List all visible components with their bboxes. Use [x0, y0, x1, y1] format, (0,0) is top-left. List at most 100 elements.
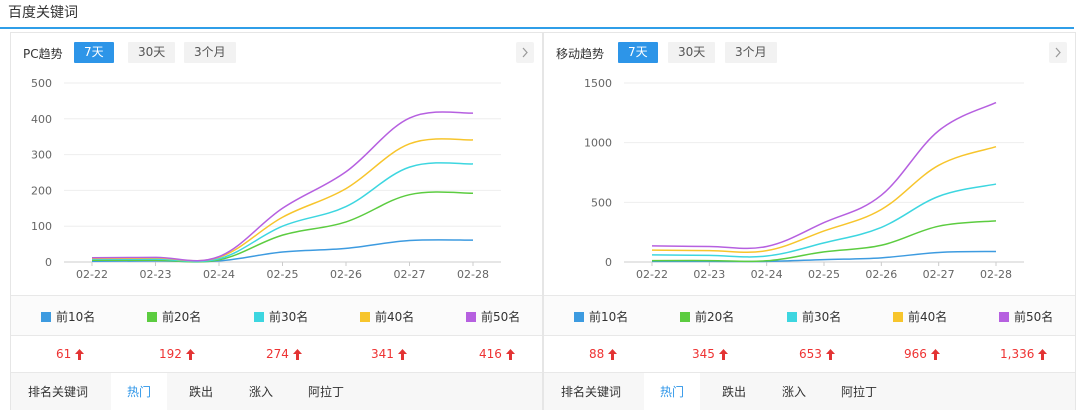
value-top10: 61 — [56, 347, 85, 361]
x-tick-label: 02-28 — [980, 268, 1012, 281]
value-text: 192 — [159, 347, 182, 361]
legend-item-top10[interactable]: 前10名 — [41, 308, 95, 325]
arrow-up-icon — [608, 348, 618, 360]
legend-item-top30[interactable]: 前30名 — [787, 308, 841, 325]
y-tick-label: 0 — [45, 256, 52, 269]
tab-dropped[interactable]: 跌出 — [189, 385, 214, 399]
x-tick-label: 02-23 — [693, 268, 725, 281]
panel-title: PC趋势 — [23, 47, 63, 61]
range-tab-30d[interactable]: 30天 — [668, 42, 716, 63]
next-button[interactable] — [1049, 42, 1067, 63]
arrow-up-icon — [397, 348, 407, 360]
next-button[interactable] — [516, 42, 534, 63]
range-tab-7d[interactable]: 7天 — [74, 42, 114, 63]
legend-item-top10[interactable]: 前10名 — [574, 308, 628, 325]
tab-hot[interactable]: 热门 — [644, 373, 701, 410]
series-line — [651, 220, 997, 263]
page-title: 百度关键词 — [8, 5, 78, 21]
title-divider — [0, 27, 1074, 29]
arrow-up-icon — [1038, 348, 1048, 360]
legend-swatch — [999, 311, 1009, 322]
value-text: 61 — [56, 347, 72, 361]
legend-swatch — [41, 311, 51, 322]
series-line — [651, 183, 997, 258]
arrow-up-icon — [825, 348, 835, 360]
value-text: 1,336 — [1000, 347, 1035, 361]
legend-item-top20[interactable]: 前20名 — [680, 308, 734, 325]
chevron-right-icon — [1055, 47, 1061, 58]
panel-title: 移动趋势 — [556, 47, 605, 61]
value-top30: 653 — [799, 347, 835, 361]
tab-dropped[interactable]: 跌出 — [722, 385, 747, 399]
series-line — [91, 138, 474, 262]
range-tab-30d[interactable]: 30天 — [128, 42, 176, 63]
legend-item-top40[interactable]: 前40名 — [893, 308, 947, 325]
x-tick-label: 02-23 — [140, 268, 172, 281]
x-tick-label: 02-25 — [267, 268, 299, 281]
legend-item-top50[interactable]: 前50名 — [466, 308, 520, 325]
panel-header: PC趋势 7天 30天 3个月 — [11, 33, 542, 73]
keyword-tabs: 排名关键词 热门 跌出 涨入 阿拉丁 — [544, 372, 1075, 410]
legend-item-top30[interactable]: 前30名 — [254, 308, 308, 325]
y-tick-label: 1500 — [584, 77, 612, 90]
value-text: 88 — [589, 347, 605, 361]
legend-swatch — [680, 311, 690, 322]
range-tab-7d[interactable]: 7天 — [618, 42, 658, 63]
range-tab-3m[interactable]: 3个月 — [184, 42, 236, 63]
tab-risen[interactable]: 涨入 — [782, 385, 807, 399]
mobile-trend-panel: 移动趋势 7天 30天 3个月 0 500 1000 1500 02-22 02-23 02… — [543, 32, 1076, 410]
value-top40: 966 — [904, 347, 940, 361]
value-text: 416 — [479, 347, 502, 361]
x-tick-label: 02-26 — [865, 268, 897, 281]
keyword-tabs-label: 排名关键词 — [28, 385, 89, 399]
y-tick-label: 100 — [31, 220, 52, 233]
value-top10: 88 — [589, 347, 618, 361]
tab-aladdin[interactable]: 阿拉丁 — [841, 385, 878, 399]
range-tab-3m[interactable]: 3个月 — [725, 42, 777, 63]
panel-header: 移动趋势 7天 30天 3个月 — [544, 33, 1075, 73]
arrow-up-icon — [930, 348, 940, 360]
value-text: 341 — [371, 347, 394, 361]
series-line — [91, 111, 474, 262]
series-line — [651, 146, 997, 253]
y-tick-label: 400 — [31, 113, 52, 126]
x-tick-label: 02-22 — [76, 268, 108, 281]
value-top50: 1,336 — [1000, 347, 1048, 361]
tab-hot[interactable]: 热门 — [111, 373, 168, 410]
legend-item-top20[interactable]: 前20名 — [147, 308, 201, 325]
value-text: 274 — [266, 347, 289, 361]
legend-swatch — [360, 311, 370, 322]
y-tick-label: 0 — [605, 256, 612, 269]
pc-trend-chart: 0 100 200 300 400 500 02-22 02-23 02-24 02-25 02-2… — [31, 77, 501, 281]
legend-swatch — [147, 311, 157, 322]
y-tick-label: 200 — [31, 184, 52, 197]
arrow-up-icon — [185, 348, 195, 360]
legend-label: 前10名 — [589, 310, 629, 324]
tab-risen[interactable]: 涨入 — [249, 385, 274, 399]
value-top50: 416 — [479, 347, 515, 361]
legend-swatch — [787, 311, 797, 322]
value-text: 345 — [692, 347, 715, 361]
x-tick-label: 02-26 — [330, 268, 362, 281]
legend-label: 前30名 — [269, 310, 309, 324]
y-tick-label: 500 — [31, 77, 52, 90]
legend-label: 前40名 — [908, 310, 948, 324]
legend-swatch — [893, 311, 903, 322]
legend: 前10名 前20名 前30名 前40名 前50名 — [544, 295, 1075, 335]
legend-label: 前50名 — [481, 310, 521, 324]
tab-aladdin[interactable]: 阿拉丁 — [308, 385, 345, 399]
arrow-up-icon — [718, 348, 728, 360]
arrow-up-icon — [292, 348, 302, 360]
pc-trend-panel: PC趋势 7天 30天 3个月 0 100 200 300 400 500 02-22 02-… — [10, 32, 543, 410]
y-tick-label: 500 — [591, 196, 612, 209]
arrow-up-icon — [75, 348, 85, 360]
legend-item-top40[interactable]: 前40名 — [360, 308, 414, 325]
legend-label: 前50名 — [1014, 310, 1054, 324]
keyword-tabs: 排名关键词 热门 跌出 涨入 阿拉丁 — [11, 372, 542, 410]
x-tick-label: 02-27 — [394, 268, 426, 281]
arrow-up-icon — [505, 348, 515, 360]
legend-item-top50[interactable]: 前50名 — [999, 308, 1053, 325]
value-top20: 345 — [692, 347, 728, 361]
series-line — [91, 162, 474, 263]
value-top30: 274 — [266, 347, 302, 361]
